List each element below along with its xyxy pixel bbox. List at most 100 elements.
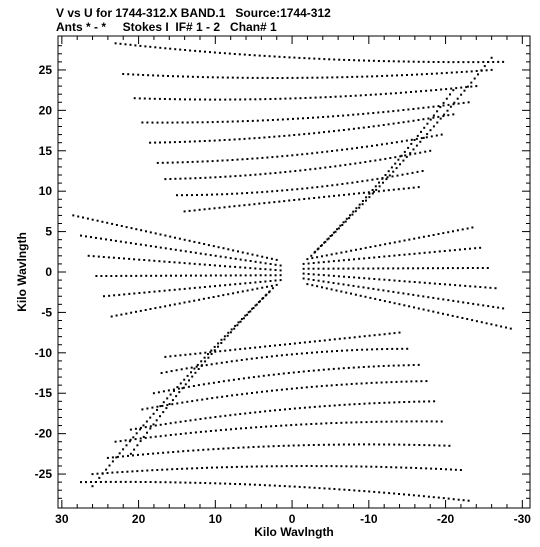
uv-point	[208, 139, 211, 142]
uv-point	[129, 428, 132, 431]
uv-point	[256, 119, 259, 122]
uv-point	[240, 318, 243, 320]
uv-point	[259, 173, 262, 176]
uv-point	[108, 464, 111, 467]
uv-point	[369, 93, 372, 96]
uv-point	[134, 44, 137, 47]
uv-point	[165, 407, 168, 410]
uv-point	[253, 203, 256, 206]
uv-point	[202, 297, 205, 300]
uv-point	[330, 422, 333, 425]
uv-point	[226, 120, 229, 123]
uv-point	[166, 468, 169, 471]
uv-point	[341, 148, 344, 151]
uv-point	[425, 89, 428, 92]
uv-point	[246, 289, 249, 292]
uv-point	[114, 480, 117, 483]
uv-point	[236, 324, 239, 327]
uv-point	[332, 367, 335, 370]
uv-point	[288, 485, 291, 488]
uv-point	[189, 353, 192, 356]
uv-point	[273, 201, 276, 204]
uv-point	[470, 70, 473, 73]
uv-point	[369, 160, 372, 163]
uv-point	[292, 117, 294, 120]
uv-point	[256, 254, 259, 257]
uv-point	[440, 420, 443, 423]
uv-point	[397, 109, 400, 112]
uv-point	[357, 127, 360, 130]
uv-point	[106, 472, 109, 474]
uv-point	[416, 73, 418, 76]
uv-point	[348, 276, 350, 279]
uv-point	[412, 494, 415, 497]
uv-point	[333, 404, 336, 407]
uv-point	[364, 246, 367, 249]
uv-point	[477, 73, 479, 76]
uv-point	[472, 302, 475, 305]
uv-point	[153, 290, 156, 293]
uv-point	[182, 75, 184, 78]
uv-point	[338, 488, 341, 491]
uv-point	[129, 242, 132, 245]
uv-point	[181, 401, 184, 404]
uv-point	[331, 76, 334, 79]
uv-point	[373, 334, 376, 337]
uv-point	[261, 156, 264, 159]
uv-point	[344, 220, 347, 223]
uv-point	[334, 230, 337, 233]
uv-point	[383, 401, 386, 404]
uv-point	[388, 279, 391, 282]
uv-point	[384, 174, 387, 176]
uv-point	[307, 370, 310, 372]
uv-point	[125, 312, 128, 315]
uv-point	[254, 346, 257, 349]
uv-point	[124, 439, 127, 442]
uv-point	[447, 231, 450, 234]
y-tick-label: 20	[39, 103, 53, 117]
uv-point	[482, 304, 485, 307]
uv-point	[321, 151, 324, 154]
uv-point	[186, 161, 189, 164]
uv-point	[437, 496, 440, 499]
uv-point	[102, 256, 105, 258]
uv-point	[266, 256, 268, 259]
uv-point	[229, 257, 232, 260]
uv-point	[481, 267, 484, 269]
uv-point	[169, 355, 172, 358]
uv-point	[275, 258, 278, 261]
uv-point	[333, 338, 336, 341]
uv-point	[452, 89, 455, 92]
uv-point	[184, 250, 187, 253]
uv-point	[449, 105, 452, 108]
uv-point	[138, 258, 141, 261]
uv-point	[324, 240, 327, 243]
uv-point	[363, 59, 365, 62]
uv-point	[124, 241, 127, 244]
uv-point	[220, 361, 223, 364]
uv-point	[265, 355, 268, 358]
uv-point	[125, 274, 128, 277]
uv-point	[403, 253, 406, 256]
uv-point	[241, 290, 244, 293]
uv-point	[397, 60, 400, 63]
uv-point	[398, 493, 400, 495]
uv-point	[238, 53, 241, 56]
uv-point	[163, 289, 166, 292]
uv-point	[80, 481, 82, 484]
uv-point	[443, 444, 446, 447]
uv-point	[206, 466, 208, 469]
uv-point	[362, 267, 365, 270]
uv-point	[446, 313, 449, 316]
uv-point	[492, 305, 495, 308]
uv-point	[324, 166, 327, 169]
uv-point	[176, 161, 179, 164]
uv-point	[490, 56, 493, 59]
uv-point	[432, 105, 435, 108]
uv-point	[443, 250, 446, 252]
uv-point	[290, 353, 293, 356]
uv-point	[456, 267, 459, 270]
uv-point	[149, 427, 152, 430]
uv-point	[255, 303, 258, 306]
